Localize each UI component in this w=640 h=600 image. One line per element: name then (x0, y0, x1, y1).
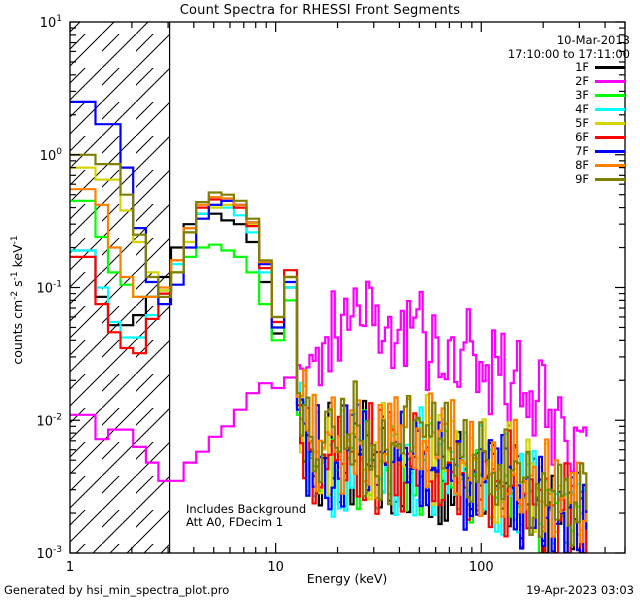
svg-text:counts cm-2 s-1 keV-1: counts cm-2 s-1 keV-1 (10, 235, 25, 364)
legend-color-swatch (595, 135, 625, 139)
observation-time-range: 17:10:00 to 17:11:00 (507, 47, 630, 61)
y-axis-title: counts cm-2 s-1 keV-1 (10, 235, 25, 364)
legend-label: 1F (575, 60, 589, 74)
legend-item-5f[interactable]: 5F (525, 116, 625, 130)
series-line-9f (70, 153, 588, 547)
y-tick-label: 101 (40, 14, 62, 31)
observation-date: 10-Mar-2013 (556, 33, 630, 47)
legend-item-8f[interactable]: 8F (525, 158, 625, 172)
x-tick-label: 10 (267, 560, 284, 575)
legend-item-6f[interactable]: 6F (525, 130, 625, 144)
legend-item-9f[interactable]: 9F (525, 172, 625, 186)
plot-annotation: Includes Background Att A0, FDecim 1 (186, 503, 306, 529)
legend-label: 6F (575, 130, 589, 144)
legend-label: 4F (575, 102, 589, 116)
legend-label: 2F (575, 74, 589, 88)
y-tick-label: 100 (40, 147, 63, 164)
legend-color-swatch (595, 163, 625, 167)
annotation-includes-background: Includes Background (186, 502, 307, 516)
legend-color-swatch (595, 121, 625, 125)
legend-color-swatch (595, 65, 625, 69)
axes-layer (69, 21, 626, 554)
footer-generator: Generated by hsi_min_spectra_plot.pro (4, 583, 230, 597)
legend-label: 9F (575, 172, 589, 186)
observation-info: 10-Mar-2013 17:10:00 to 17:11:00 (480, 33, 630, 61)
legend-item-7f[interactable]: 7F (525, 144, 625, 158)
x-tick-label: 1 (66, 560, 74, 575)
legend: 1F 2F 3F 4F 5F 6F 7F 8F 9F (525, 60, 625, 186)
legend-color-swatch (595, 149, 625, 153)
legend-color-swatch (595, 93, 625, 97)
legend-label: 8F (575, 158, 589, 172)
legend-color-swatch (595, 79, 625, 83)
legend-item-3f[interactable]: 3F (525, 88, 625, 102)
footer-timestamp: 19-Apr-2023 03:03 (526, 583, 634, 597)
annotation-attenuator-state: Att A0, FDecim 1 (186, 515, 284, 529)
data-series-layer (70, 100, 588, 553)
y-tick-label: 10-3 (36, 545, 62, 562)
y-tick-label: 10-1 (36, 280, 62, 297)
y-tick-label: 10-2 (36, 412, 62, 429)
page-title: Count Spectra for RHESSI Front Segments (179, 3, 461, 18)
legend-color-swatch (595, 107, 625, 111)
legend-item-2f[interactable]: 2F (525, 74, 625, 88)
legend-color-swatch (595, 177, 625, 181)
legend-label: 5F (575, 116, 589, 130)
legend-label: 3F (575, 88, 589, 102)
tick-labels: 1 10 100 101 100 10-1 10-2 10-3 (36, 14, 493, 575)
legend-label: 7F (575, 144, 589, 158)
x-tick-label: 100 (469, 560, 494, 575)
x-axis-title: Energy (keV) (307, 571, 388, 586)
legend-item-1f[interactable]: 1F (525, 60, 625, 74)
legend-item-4f[interactable]: 4F (525, 102, 625, 116)
